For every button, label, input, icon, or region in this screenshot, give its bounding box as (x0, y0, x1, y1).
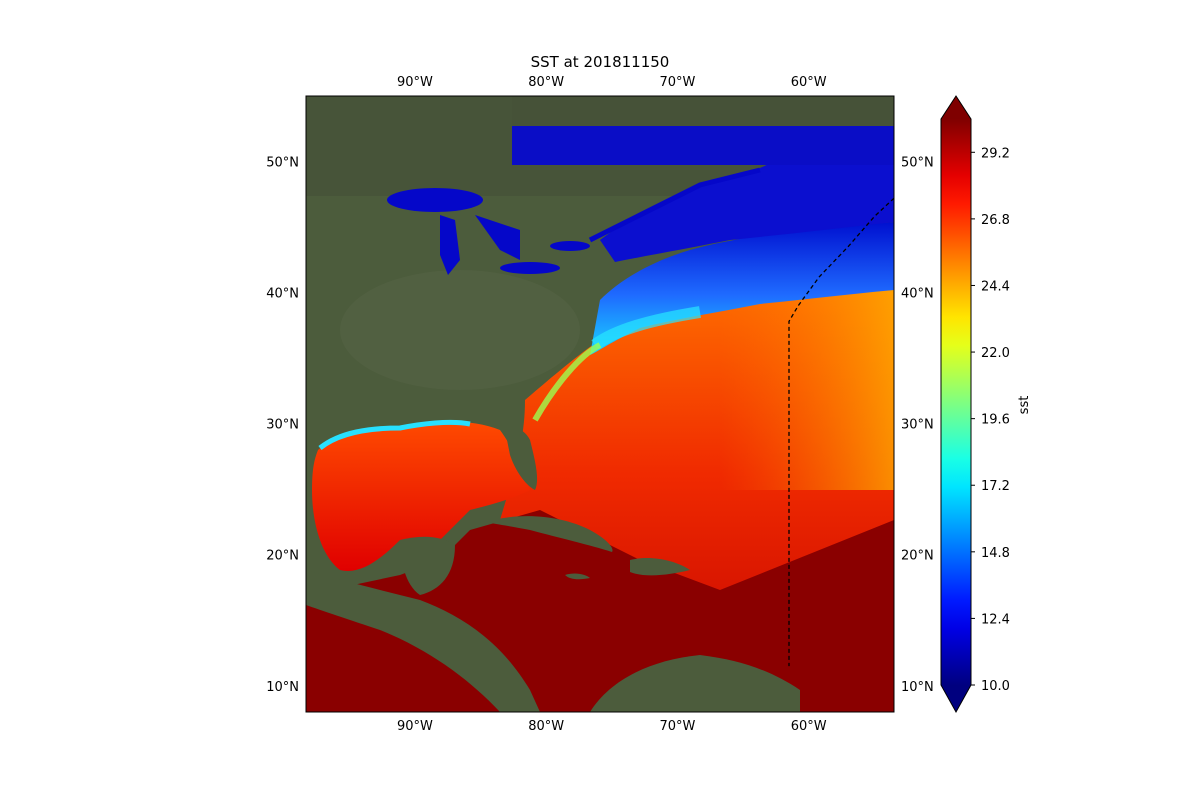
lon-tick-label-bottom: 80°W (528, 719, 564, 734)
gulf-coast-cool-strip (318, 419, 471, 450)
lat-tick-label-right: 40°N (901, 287, 934, 302)
map-frame (305, 95, 895, 713)
st-lawrence-river (588, 167, 761, 243)
lon-tick-label-bottom: 70°W (659, 719, 695, 734)
map-panel (306, 96, 894, 712)
colorbar-tick-label: 19.6 (981, 413, 1010, 428)
lat-tick-label-left: 40°N (266, 287, 299, 302)
lat-tick-label-left: 20°N (266, 549, 299, 564)
lat-tick-label-left: 10°N (266, 680, 299, 695)
lon-tick-label-bottom: 90°W (397, 719, 433, 734)
colorbar-label: sst (1017, 396, 1032, 415)
central-america (306, 570, 540, 712)
colorbar-ticks: 10.0 12.4 14.8 17.2 19.6 22.0 24.4 26.8 29.2 (971, 146, 1010, 694)
lake-huron (475, 215, 520, 260)
colorbar-extend-over (941, 96, 971, 119)
lon-tick-label-top: 80°W (528, 75, 564, 90)
figure-title: SST at 201811150 (531, 53, 670, 71)
lat-tick-label-left: 50°N (266, 156, 299, 171)
colorbar-tick-label: 12.4 (981, 612, 1010, 627)
colorbar-tick-label: 29.2 (981, 146, 1010, 161)
lat-tick-label-right: 50°N (901, 156, 934, 171)
lat-ticks-right: 10°N 20°N 30°N 40°N 50°N (901, 156, 934, 695)
colorbar-tick-label: 22.0 (981, 346, 1010, 361)
colorbar-tick-label: 17.2 (981, 479, 1010, 494)
lake-erie (500, 262, 560, 274)
jamaica (565, 573, 590, 580)
top-unmasked-strip (512, 96, 894, 126)
colorbar-gradient (941, 119, 971, 685)
northeast-cold-block (512, 125, 894, 165)
lat-tick-label-left: 30°N (266, 418, 299, 433)
coastal-cyan-band (591, 306, 701, 350)
lon-tick-label-top: 90°W (397, 75, 433, 90)
lat-ticks-left: 10°N 20°N 30°N 40°N 50°N (266, 156, 299, 695)
cuba (485, 516, 613, 552)
colorbar-tick-label: 14.8 (981, 546, 1010, 561)
lon-tick-label-top: 70°W (659, 75, 695, 90)
lat-tick-label-right: 30°N (901, 418, 934, 433)
yucatan-peninsula (400, 536, 455, 595)
gulf-of-mexico (312, 421, 530, 571)
lon-tick-label-top: 60°W (791, 75, 827, 90)
south-america (590, 655, 800, 712)
lat-tick-label-right: 10°N (901, 680, 934, 695)
appalachian-land (340, 270, 580, 390)
lake-ontario (550, 241, 590, 251)
lon-tick-label-bottom: 60°W (791, 719, 827, 734)
track-line (788, 197, 894, 667)
colorbar-tick-label: 10.0 (981, 679, 1010, 694)
colorbar: 10.0 12.4 14.8 17.2 19.6 22.0 24.4 26.8 29.2 sst (940, 95, 1032, 714)
lat-tick-label-right: 20°N (901, 549, 934, 564)
coastal-green-band (532, 342, 602, 422)
lon-ticks-bottom: 90°W 80°W 70°W 60°W (397, 719, 827, 734)
colorbar-tick-label: 24.4 (981, 279, 1010, 294)
colorbar-tick-label: 26.8 (981, 213, 1010, 228)
hispaniola (630, 558, 690, 576)
lon-ticks-top: 90°W 80°W 70°W 60°W (397, 75, 827, 90)
lake-michigan (440, 215, 460, 275)
colorbar-extend-under (941, 685, 971, 712)
florida (505, 428, 538, 490)
lake-superior (387, 188, 483, 212)
atlantic-east-warmer (720, 290, 894, 490)
